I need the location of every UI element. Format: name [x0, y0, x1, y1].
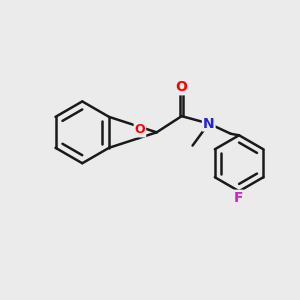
- Text: F: F: [234, 191, 243, 205]
- Text: O: O: [176, 80, 188, 94]
- Text: N: N: [203, 116, 214, 130]
- Text: O: O: [135, 124, 145, 136]
